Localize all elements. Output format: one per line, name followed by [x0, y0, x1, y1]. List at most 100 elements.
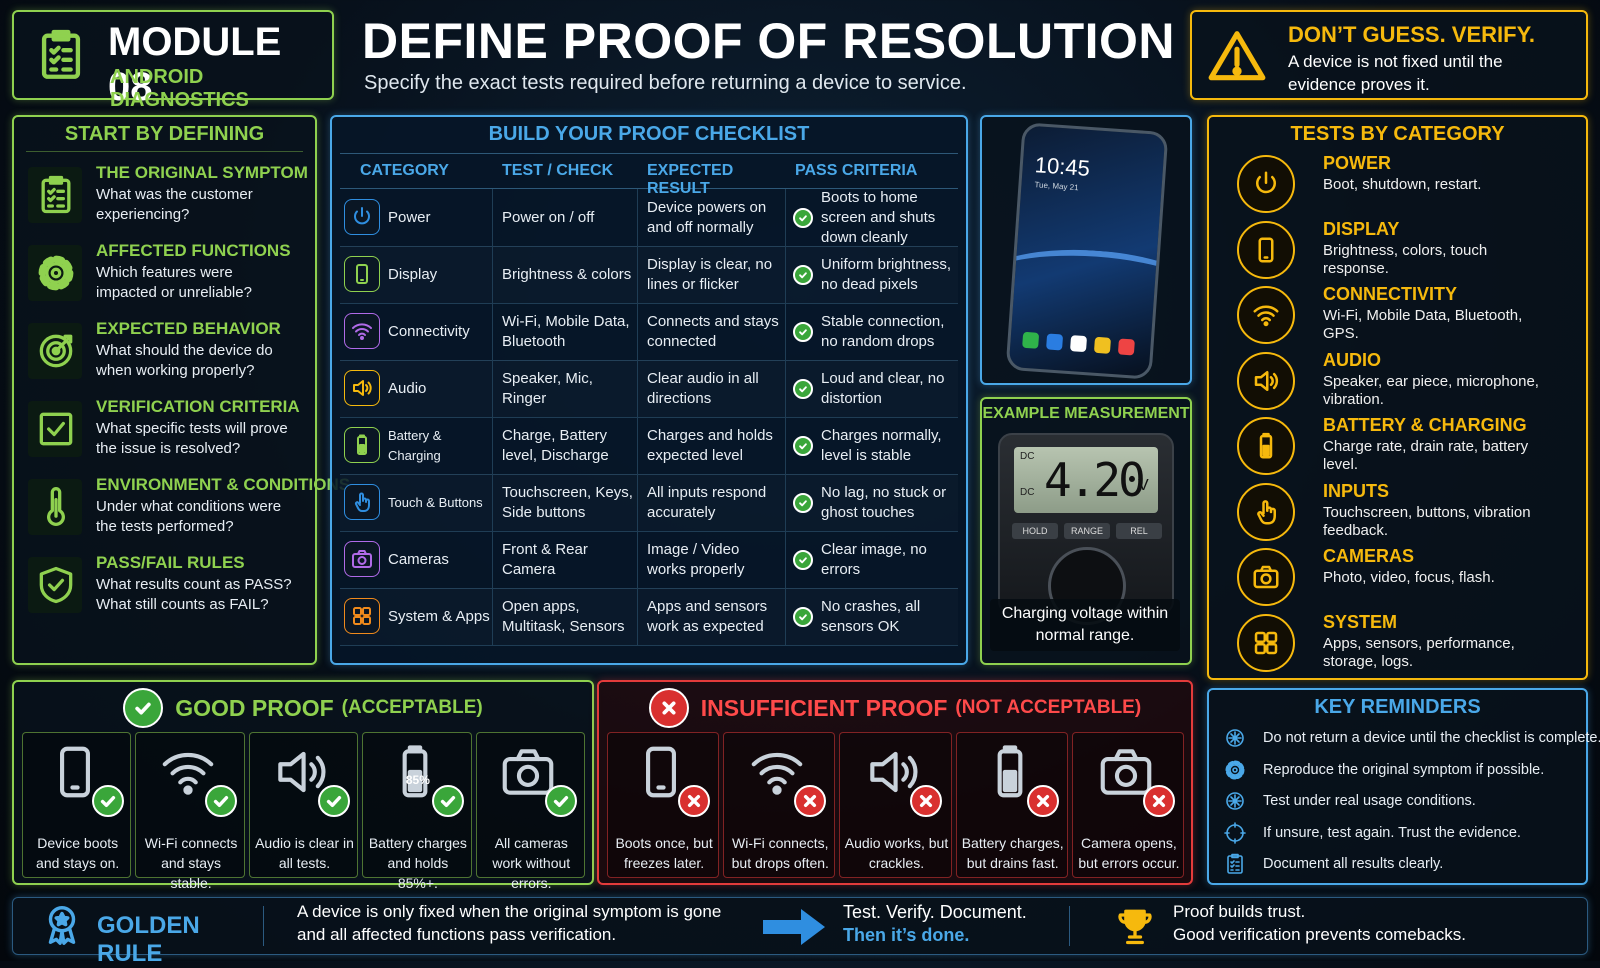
- icon-part: [357, 556, 367, 565]
- item-title: AFFECTED FUNCTIONS: [96, 241, 291, 260]
- icon-part: [1269, 375, 1274, 386]
- icon: [357, 434, 367, 455]
- icon: [1259, 432, 1273, 459]
- icon: [352, 323, 372, 340]
- table-cell: No crashes, all sensors OK: [821, 588, 960, 645]
- icon-part: [362, 607, 371, 616]
- column-rule: [785, 531, 786, 588]
- category-text: Photo, video, focus, flash.: [1323, 569, 1495, 586]
- icon-part: [1272, 372, 1279, 389]
- icon-part: [1259, 565, 1273, 572]
- icon: [39, 334, 73, 368]
- fail-badge: [1026, 785, 1059, 817]
- icon-part: [38, 255, 74, 291]
- heading-badge: [123, 688, 164, 728]
- cell-text: Charges and holds expected level: [647, 426, 773, 464]
- icon: [59, 746, 90, 798]
- icon-part: [1263, 321, 1269, 327]
- icon: [41, 29, 81, 79]
- cell-text: Connects and stays connected: [647, 312, 779, 350]
- icon-part: [763, 909, 825, 945]
- icon: [1225, 760, 1245, 779]
- table-cell: Power on / off: [502, 189, 633, 246]
- category-icon: [344, 256, 380, 292]
- table-cell: Charges normally, level is stable: [821, 417, 960, 474]
- item-text: Under what conditions were the tests per…: [96, 498, 282, 535]
- icon-part: [1228, 794, 1242, 808]
- table-cell: System & Apps: [388, 588, 492, 645]
- cell-text: All inputs respond accurately: [647, 483, 767, 521]
- category-title: INPUTS: [1323, 480, 1390, 501]
- table-cell: Charges and holds expected level: [647, 417, 781, 474]
- fail-badge: [794, 785, 827, 817]
- cell-text: Charges normally, level is stable: [821, 426, 942, 464]
- proof-label: Camera opens, but errors occur.: [1078, 835, 1180, 871]
- section-title: TESTS BY CATEGORY: [1290, 123, 1505, 145]
- section-title: BUILD YOUR PROOF CHECKLIST: [488, 123, 810, 145]
- icon: [39, 412, 73, 446]
- dock-app: [1046, 333, 1064, 351]
- proof-label: Device boots and stays on.: [36, 835, 120, 871]
- icon: [688, 794, 701, 808]
- cell-text: Brightness & colors: [502, 265, 632, 283]
- proof-label: Audio works, but crackles.: [844, 835, 949, 871]
- icon-part: [799, 386, 807, 393]
- cell-text: Image / Video works properly: [647, 540, 745, 578]
- column-rule: [492, 417, 493, 474]
- action: Test. Verify. Document.: [843, 902, 1027, 922]
- pass-badge: [431, 785, 464, 817]
- icon: [799, 215, 807, 222]
- table-cell: Clear image, no errors: [821, 531, 960, 588]
- icon-part: [908, 755, 918, 789]
- icon-part: [1152, 794, 1165, 808]
- pass-badge: [793, 322, 813, 342]
- proof-title: INSUFFICIENT PROOF: [700, 694, 948, 721]
- pass-badge: [793, 379, 813, 399]
- pass-badge: [545, 785, 578, 817]
- icon: [751, 752, 803, 795]
- icon: [1226, 792, 1244, 810]
- icon-part: [1258, 237, 1274, 262]
- caption: Charging voltage within normal range.: [990, 599, 1180, 651]
- icon-part: [517, 764, 540, 787]
- reminder-text: If unsure, test again. Trust the evidenc…: [1263, 824, 1521, 841]
- cell-text: Apps and sensors work as expected: [647, 597, 768, 635]
- icon: [870, 751, 918, 793]
- dock-app: [1022, 331, 1040, 349]
- icon-part: [1227, 855, 1243, 874]
- icon: [354, 492, 370, 512]
- column-rule: [637, 531, 638, 588]
- icon-part: [1002, 769, 1017, 793]
- checklist-panel: BUILD YOUR PROOF CHECKLIST CATEGORY TEST /…: [330, 115, 968, 665]
- cell-text: Clear audio in all directions: [647, 369, 759, 407]
- cell-text: No crashes, all sensors OK: [821, 597, 921, 635]
- icon-part: [804, 794, 817, 808]
- icon-part: [440, 796, 456, 808]
- icon-part: [327, 796, 342, 808]
- column-rule: [637, 588, 638, 645]
- category-icon: [344, 484, 380, 520]
- cell-text: System & Apps: [388, 607, 490, 625]
- table-cell: Touchscreen, Keys, Side buttons: [502, 474, 633, 531]
- proof-label: Wi-Fi connects and stays stable.: [144, 835, 238, 891]
- cell-text: Power: [388, 208, 431, 226]
- icon-part: [767, 776, 788, 785]
- column-rule: [637, 474, 638, 531]
- category-text: Apps, sensors, performance, storage, log…: [1323, 634, 1515, 670]
- table-cell: Cameras: [388, 531, 492, 588]
- cell-text: Touch & Buttons: [388, 494, 483, 510]
- reminder-text: Reproduce the original symptom if possib…: [1263, 761, 1545, 778]
- icon-part: [1253, 569, 1279, 589]
- category-text: Charge rate, drain rate, battery level.: [1323, 438, 1529, 473]
- icon: [1036, 794, 1049, 808]
- icon: [100, 796, 115, 808]
- column-header: EXPECTED RESULT: [647, 162, 734, 197]
- callout: DON’T GUESS. VERIFY. A device is not fixe…: [1190, 10, 1588, 100]
- category-title: SYSTEM: [1323, 611, 1398, 632]
- icon-part: [51, 346, 61, 356]
- icon: [352, 550, 372, 568]
- column-header: PASS CRITERIA: [795, 162, 918, 179]
- cell-text: Display is clear, no lines or flicker: [647, 255, 773, 293]
- icon-part: [362, 616, 371, 625]
